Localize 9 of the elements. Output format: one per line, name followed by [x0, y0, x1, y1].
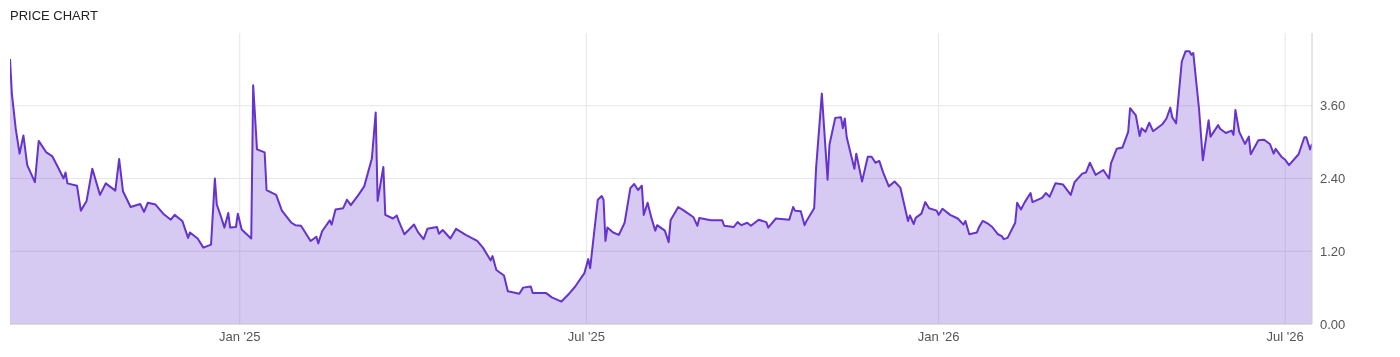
x-tick-label: Jan '26: [917, 329, 960, 345]
x-tick-label: Jul '25: [567, 329, 605, 345]
y-tick-label: 0.00: [1320, 316, 1346, 332]
y-tick-label: 1.20: [1320, 243, 1346, 259]
y-tick-label: 3.60: [1320, 98, 1346, 114]
x-tick-label: Jan '25: [219, 329, 261, 345]
x-tick-label: Jul '26: [1266, 329, 1304, 345]
chart-title: PRICE CHART: [9, 8, 99, 25]
y-tick-label: 2.40: [1320, 171, 1346, 187]
